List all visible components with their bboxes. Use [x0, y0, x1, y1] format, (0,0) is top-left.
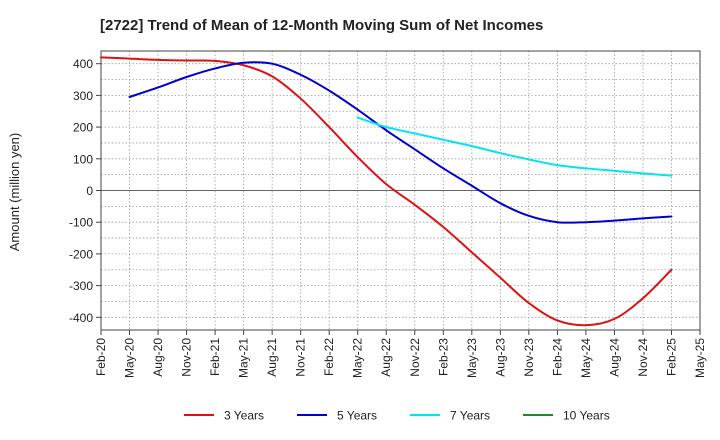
series-line-5-years [128, 61, 673, 224]
x-tick-label: Nov-21 [294, 338, 308, 377]
y-tick-label: -200 [69, 247, 93, 261]
x-tick-label: Nov-24 [636, 338, 650, 377]
y-tick-label: 200 [73, 121, 93, 135]
legend: 3 Years 5 Years 7 Years 10 Years [184, 409, 610, 423]
x-tick-label: Feb-24 [550, 338, 564, 376]
y-tick-label: -400 [69, 311, 93, 325]
y-axis-label: Amount (million yen) [7, 133, 22, 252]
x-tick-label: Aug-22 [379, 338, 393, 377]
x-tick-label: Feb-25 [664, 338, 678, 376]
x-tick-label: Feb-23 [436, 338, 450, 376]
x-tick-label: May-22 [351, 338, 365, 378]
x-tick-label: May-20 [123, 338, 137, 378]
x-tick-label: Feb-22 [322, 338, 336, 376]
y-tick-label: -300 [69, 279, 93, 293]
series-line-7-years [356, 116, 673, 177]
y-tick-label: -100 [69, 216, 93, 230]
x-tick-label: Nov-23 [522, 338, 536, 377]
x-tick-label: Aug-21 [265, 338, 279, 377]
x-tick-label: Aug-24 [607, 338, 621, 377]
x-tick-label: Nov-22 [408, 338, 422, 377]
series-line-3-years [100, 56, 673, 327]
x-tick-label: Aug-23 [493, 338, 507, 377]
x-tick-label: May-24 [579, 338, 593, 378]
series-group [100, 56, 673, 327]
x-tick-label: Feb-21 [208, 338, 222, 376]
x-tick-label: Feb-20 [94, 338, 108, 376]
legend-label-5-years: 5 Years [337, 409, 377, 423]
chart-title: [2722] Trend of Mean of 12-Month Moving … [100, 17, 543, 34]
x-tick-label: Nov-20 [180, 338, 194, 377]
x-tick-label: Aug-20 [151, 338, 165, 377]
y-tick-label: 100 [73, 152, 93, 166]
x-tick-label: May-25 [693, 338, 707, 378]
x-tick-label: May-23 [465, 338, 479, 378]
legend-label-10-years: 10 Years [563, 409, 610, 423]
y-tick-label: 400 [73, 57, 93, 71]
legend-label-3-years: 3 Years [224, 409, 264, 423]
x-tick-label: May-21 [237, 338, 251, 378]
y-tick-label: 0 [86, 184, 93, 198]
grid [100, 51, 701, 330]
legend-label-7-years: 7 Years [450, 409, 490, 423]
y-tick-label: 300 [73, 89, 93, 103]
